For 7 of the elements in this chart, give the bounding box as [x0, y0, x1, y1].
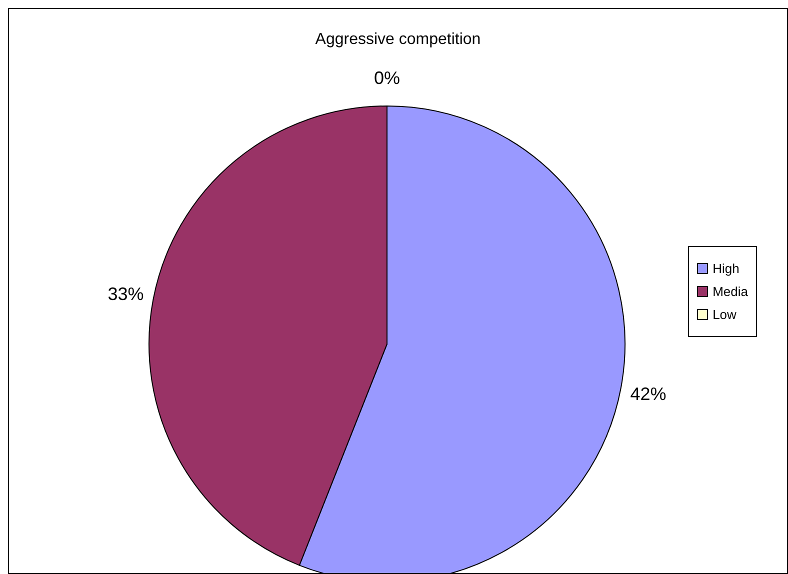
text: 0% [374, 68, 400, 88]
data-label: 42% [630, 384, 666, 404]
data-label: 33% [108, 284, 144, 304]
chart-title: Aggressive competition [314, 31, 482, 49]
legend-label: Media [712, 284, 748, 298]
legend-label: High [712, 260, 740, 276]
legend-label: Low [712, 306, 736, 322]
